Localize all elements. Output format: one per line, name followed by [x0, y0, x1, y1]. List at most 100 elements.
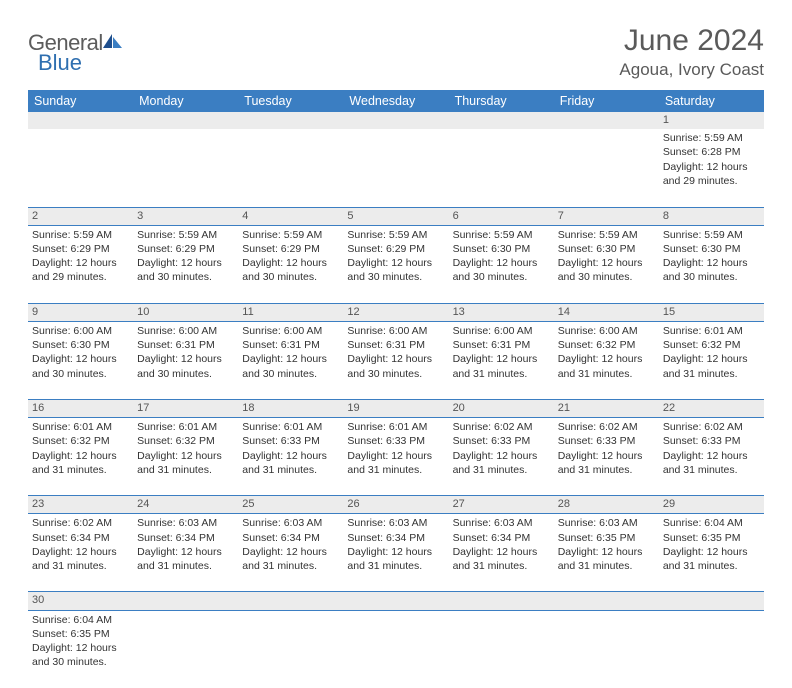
day-cell: Sunrise: 6:02 AMSunset: 6:33 PMDaylight:…	[659, 418, 764, 496]
day-cell: Sunrise: 5:59 AMSunset: 6:29 PMDaylight:…	[133, 225, 238, 303]
sunrise-line: Sunrise: 6:00 AM	[453, 324, 550, 338]
sunrise-line: Sunrise: 5:59 AM	[663, 228, 760, 242]
day-number: 7	[558, 210, 564, 222]
day-number: 29	[663, 498, 675, 510]
week-row: Sunrise: 6:02 AMSunset: 6:34 PM Daylight:…	[28, 514, 764, 592]
sunrise-line: Sunrise: 6:02 AM	[32, 516, 129, 530]
sunset-line: Sunset: 6:29 PM	[32, 242, 129, 256]
day-cell: Sunrise: 6:00 AMSunset: 6:31 PMDaylight:…	[343, 322, 448, 400]
day-cell: Sunrise: 6:03 AMSunset: 6:34 PMDaylight:…	[238, 514, 343, 592]
sunset-line: Sunset: 6:30 PM	[663, 242, 760, 256]
day-cell	[554, 129, 659, 207]
daylight-line: Daylight: 12 hours and 30 minutes.	[453, 256, 550, 284]
sunrise-line: Sunrise: 6:00 AM	[242, 324, 339, 338]
day-cell	[449, 129, 554, 207]
daynum-row: 2345678	[28, 207, 764, 225]
day-header: Saturday	[659, 90, 764, 112]
sunset-line: Sunset: 6:29 PM	[347, 242, 444, 256]
week-row: Sunrise: 5:59 AMSunset: 6:29 PMDaylight:…	[28, 225, 764, 303]
day-number: 17	[137, 402, 149, 414]
day-cell	[133, 610, 238, 688]
day-number: 13	[453, 306, 465, 318]
daynum-cell	[343, 112, 448, 129]
daynum-cell	[554, 112, 659, 129]
daylight-line: Daylight: 12 hours and 29 minutes.	[32, 256, 129, 284]
daylight-line: Daylight: 12 hours and 31 minutes.	[242, 449, 339, 477]
sunrise-line: Sunrise: 6:01 AM	[663, 324, 760, 338]
daynum-cell	[343, 592, 448, 610]
daylight-line: Daylight: 12 hours and 31 minutes.	[32, 449, 129, 477]
sunrise-line: Sunrise: 5:59 AM	[32, 228, 129, 242]
day-cell: Sunrise: 6:01 AMSunset: 6:33 PMDaylight:…	[238, 418, 343, 496]
daylight-line: Daylight: 12 hours and 30 minutes.	[663, 256, 760, 284]
day-number: 14	[558, 306, 570, 318]
day-cell	[238, 610, 343, 688]
day-cell: Sunrise: 6:03 AMSunset: 6:34 PMDaylight:…	[343, 514, 448, 592]
sunrise-line: Sunrise: 6:03 AM	[347, 516, 444, 530]
day-cell: Sunrise: 6:00 AMSunset: 6:31 PMDaylight:…	[133, 322, 238, 400]
day-number: 25	[242, 498, 254, 510]
day-cell: Sunrise: 6:02 AMSunset: 6:34 PMDaylight:…	[28, 514, 133, 592]
day-cell: Sunrise: 6:00 AMSunset: 6:32 PMDaylight:…	[554, 322, 659, 400]
day-number: 19	[347, 402, 359, 414]
daynum-cell: 12	[343, 303, 448, 321]
sunrise-line: Sunrise: 6:03 AM	[137, 516, 234, 530]
sunrise-line: Sunrise: 6:00 AM	[32, 324, 129, 338]
sunset-line: Sunset: 6:29 PM	[137, 242, 234, 256]
day-cell: Sunrise: 6:04 AMSunset: 6:35 PMDaylight:…	[28, 610, 133, 688]
week-row: Sunrise: 6:01 AMSunset: 6:32 PMDaylight:…	[28, 418, 764, 496]
day-number: 10	[137, 306, 149, 318]
daylight-line: Daylight: 12 hours and 31 minutes.	[453, 352, 550, 380]
sunset-line: Sunset: 6:33 PM	[347, 434, 444, 448]
daynum-cell	[659, 592, 764, 610]
daynum-cell: 30	[28, 592, 133, 610]
day-number: 6	[453, 210, 459, 222]
daylight-line: Daylight: 12 hours and 31 minutes.	[663, 545, 760, 573]
day-number: 4	[242, 210, 248, 222]
day-number: 22	[663, 402, 675, 414]
day-cell: Sunrise: 5:59 AMSunset: 6:28 PMDaylight:…	[659, 129, 764, 207]
day-cell	[449, 610, 554, 688]
daylight-line: Daylight: 12 hours and 31 minutes.	[453, 449, 550, 477]
daynum-cell	[449, 112, 554, 129]
daylight-line: Daylight: 12 hours and 31 minutes.	[137, 449, 234, 477]
day-number: 3	[137, 210, 143, 222]
sunset-line: Sunset: 6:31 PM	[347, 338, 444, 352]
daynum-cell: 26	[343, 496, 448, 514]
sunrise-line: Sunrise: 6:01 AM	[32, 420, 129, 434]
day-header: Monday	[133, 90, 238, 112]
daylight-line: Daylight: 12 hours and 30 minutes.	[32, 641, 129, 669]
day-cell: Sunrise: 6:00 AMSunset: 6:30 PMDaylight:…	[28, 322, 133, 400]
daylight-line: Daylight: 12 hours and 30 minutes.	[347, 256, 444, 284]
daynum-row: 16171819202122	[28, 400, 764, 418]
day-cell: Sunrise: 6:00 AMSunset: 6:31 PMDaylight:…	[238, 322, 343, 400]
location: Agoua, Ivory Coast	[619, 60, 764, 80]
daynum-cell	[449, 592, 554, 610]
daylight-line: Daylight: 12 hours and 31 minutes.	[347, 449, 444, 477]
day-cell: Sunrise: 6:00 AMSunset: 6:31 PMDaylight:…	[449, 322, 554, 400]
day-cell: Sunrise: 5:59 AMSunset: 6:30 PMDaylight:…	[659, 225, 764, 303]
day-number: 9	[32, 306, 38, 318]
day-cell	[343, 610, 448, 688]
sunrise-line: Sunrise: 6:00 AM	[347, 324, 444, 338]
daynum-cell	[28, 112, 133, 129]
daynum-row: 9101112131415	[28, 303, 764, 321]
day-number: 21	[558, 402, 570, 414]
daynum-cell: 19	[343, 400, 448, 418]
day-number: 16	[32, 402, 44, 414]
sunset-line: Sunset: 6:30 PM	[558, 242, 655, 256]
sunrise-line: Sunrise: 6:03 AM	[558, 516, 655, 530]
day-cell: Sunrise: 6:02 AMSunset: 6:33 PMDaylight:…	[554, 418, 659, 496]
logo-sail-icon	[103, 34, 123, 55]
daylight-line: Daylight: 12 hours and 30 minutes.	[137, 352, 234, 380]
day-cell: Sunrise: 5:59 AMSunset: 6:29 PMDaylight:…	[28, 225, 133, 303]
day-cell: Sunrise: 5:59 AMSunset: 6:30 PMDaylight:…	[554, 225, 659, 303]
daynum-cell: 29	[659, 496, 764, 514]
day-number: 1	[663, 114, 669, 126]
sunset-line: Sunset: 6:33 PM	[558, 434, 655, 448]
daylight-line: Daylight: 12 hours and 31 minutes.	[558, 449, 655, 477]
day-cell: Sunrise: 5:59 AMSunset: 6:29 PMDaylight:…	[343, 225, 448, 303]
sunset-line: Sunset: 6:34 PM	[32, 531, 129, 545]
daylight-line: Daylight: 12 hours and 30 minutes.	[137, 256, 234, 284]
day-number: 28	[558, 498, 570, 510]
